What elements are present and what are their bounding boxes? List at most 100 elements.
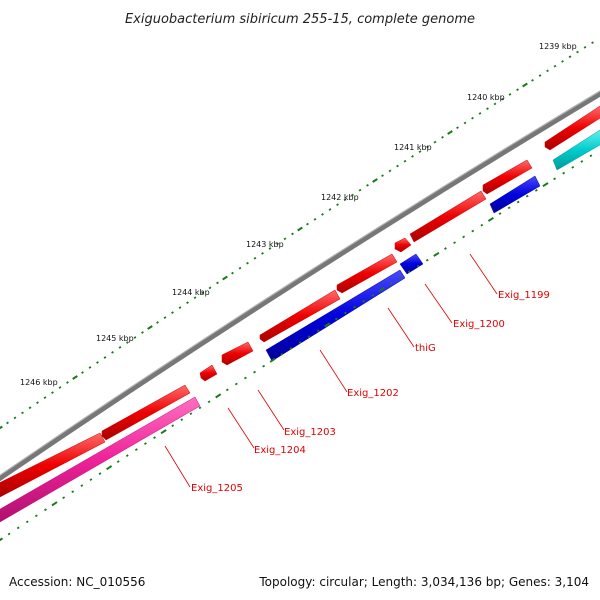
outer-ruler-tick <box>447 130 453 135</box>
kbp-label-1244: 1244 kbp <box>172 288 210 297</box>
inner-ruler-tick <box>125 454 129 457</box>
leader-exig-1203 <box>257 389 285 431</box>
inner-ruler-tick <box>0 537 4 542</box>
inner-ruler-tick <box>407 270 411 274</box>
inner-ruler-tick <box>353 305 356 309</box>
outer-ruler-tick <box>522 82 528 88</box>
outer-ruler-tick <box>66 381 69 384</box>
gene-exig-1202-rev[interactable] <box>265 269 406 362</box>
kbp-labels: 1239 kbp 1240 kbp 1241 kbp 1242 kbp 1243… <box>20 42 577 387</box>
gene-exig-1204-fwd[interactable] <box>101 384 191 441</box>
gene-label-exig-1199[interactable]: Exig_1199 <box>498 290 550 301</box>
inner-ruler-tick <box>433 251 440 257</box>
genome-backbone-highlight <box>0 90 600 476</box>
inner-ruler-tick <box>553 177 556 181</box>
inner-ruler-tick <box>98 472 102 475</box>
gene-label-exig-1204[interactable]: Exig_1204 <box>254 445 306 456</box>
outer-ruler-tick <box>231 271 234 275</box>
outer-ruler-tick <box>111 351 114 354</box>
inner-position-ruler <box>0 154 593 542</box>
inner-ruler-tick <box>571 165 575 169</box>
inner-ruler-tick <box>534 189 538 192</box>
inner-ruler-tick <box>144 442 147 445</box>
outer-ruler-tick <box>81 371 84 374</box>
inner-ruler-tick <box>453 241 456 245</box>
gene-exig-1203-fwd[interactable] <box>199 364 218 382</box>
outer-ruler-tick <box>28 406 32 410</box>
gene-label-exig-1203[interactable]: Exig_1203 <box>284 427 336 438</box>
inner-ruler-tick <box>525 194 529 198</box>
inner-ruler-tick <box>253 370 256 374</box>
gene-label-thig[interactable]: thiG <box>415 343 436 354</box>
outer-ruler-tick <box>118 346 122 349</box>
outer-ruler-tick <box>508 93 512 96</box>
outer-ruler-tick <box>358 188 362 192</box>
leader-exig-1200 <box>424 283 453 324</box>
inner-ruler-tick <box>244 376 247 380</box>
outer-ruler-tick <box>36 401 39 405</box>
gene-forward-upper-1[interactable] <box>409 190 487 243</box>
gene-thig-fwd[interactable] <box>259 289 341 343</box>
outer-position-ruler <box>0 41 594 430</box>
gene-exig-1205-fwd[interactable] <box>0 432 106 498</box>
kbp-label-1246: 1246 kbp <box>20 378 58 387</box>
inner-ruler-tick <box>43 508 47 512</box>
gene-thig-rev[interactable] <box>399 253 424 275</box>
inner-ruler-tick <box>516 200 520 204</box>
genome-backbone <box>0 91 600 482</box>
outer-ruler-tick <box>147 325 153 330</box>
inner-ruler-tick <box>389 282 393 285</box>
outer-ruler-tick <box>561 60 564 63</box>
outer-ruler-tick <box>501 97 504 101</box>
outer-ruler-tick <box>426 145 429 149</box>
outer-ruler-tick <box>283 237 287 241</box>
outer-ruler-tick <box>51 391 54 394</box>
outer-ruler-tick <box>171 311 174 314</box>
inner-ruler-tick <box>378 287 385 292</box>
outer-ruler-tick <box>246 261 249 265</box>
kbp-label-1240: 1240 kbp <box>467 93 505 102</box>
outer-ruler-tick <box>516 88 519 92</box>
gene-reverse-cyan[interactable] <box>552 129 600 171</box>
outer-ruler-tick <box>478 112 482 115</box>
outer-ruler-tick <box>321 213 324 216</box>
outer-ruler-tick <box>21 411 24 415</box>
outer-ruler-tick <box>72 375 78 380</box>
outer-ruler-tick <box>276 242 279 245</box>
inner-ruler-tick <box>507 206 511 210</box>
outer-ruler-tick <box>576 50 579 54</box>
inner-ruler-tick <box>580 160 584 163</box>
gene-label-exig-1202[interactable]: Exig_1202 <box>347 388 399 399</box>
outer-ruler-tick <box>141 331 144 334</box>
gene-exig-1205-rev[interactable] <box>0 396 201 523</box>
gene-exig-1200-fwd[interactable] <box>336 253 398 294</box>
gene-exig-1202-fwd[interactable] <box>221 341 254 366</box>
gene-label-exig-1200[interactable]: Exig_1200 <box>453 319 505 330</box>
inner-ruler-tick <box>362 299 366 303</box>
outer-ruler-tick <box>396 164 399 168</box>
kbp-label-1243: 1243 kbp <box>246 240 284 249</box>
inner-ruler-tick <box>234 382 238 386</box>
inner-ruler-tick <box>498 212 502 215</box>
gene-exig-1199-fwd[interactable] <box>394 237 412 253</box>
kbp-label-1239: 1239 kbp <box>539 42 577 51</box>
inner-ruler-tick <box>307 335 311 338</box>
gene-label-exig-1205[interactable]: Exig_1205 <box>191 483 243 494</box>
gene-exig-1199-rev[interactable] <box>489 175 541 214</box>
outer-ruler-tick <box>193 296 197 300</box>
outer-ruler-tick <box>88 366 92 369</box>
outer-ruler-tick <box>238 266 242 270</box>
leader-exig-1202 <box>319 349 348 393</box>
outer-ruler-tick <box>0 425 3 430</box>
outer-ruler-tick <box>6 421 9 425</box>
outer-ruler-tick <box>372 178 378 183</box>
inner-ruler-tick <box>16 526 20 530</box>
gene-forward-upper-2[interactable] <box>482 159 533 195</box>
kbp-label-1245: 1245 kbp <box>96 334 134 343</box>
gene-labels: Exig_1199 Exig_1200 thiG Exig_1202 Exig_… <box>164 253 550 494</box>
inner-ruler-tick <box>160 429 167 435</box>
gene-forward-upper-3[interactable] <box>544 105 600 151</box>
inner-ruler-tick <box>153 436 156 439</box>
outer-ruler-tick <box>456 126 459 130</box>
inner-ruler-tick <box>398 276 402 280</box>
